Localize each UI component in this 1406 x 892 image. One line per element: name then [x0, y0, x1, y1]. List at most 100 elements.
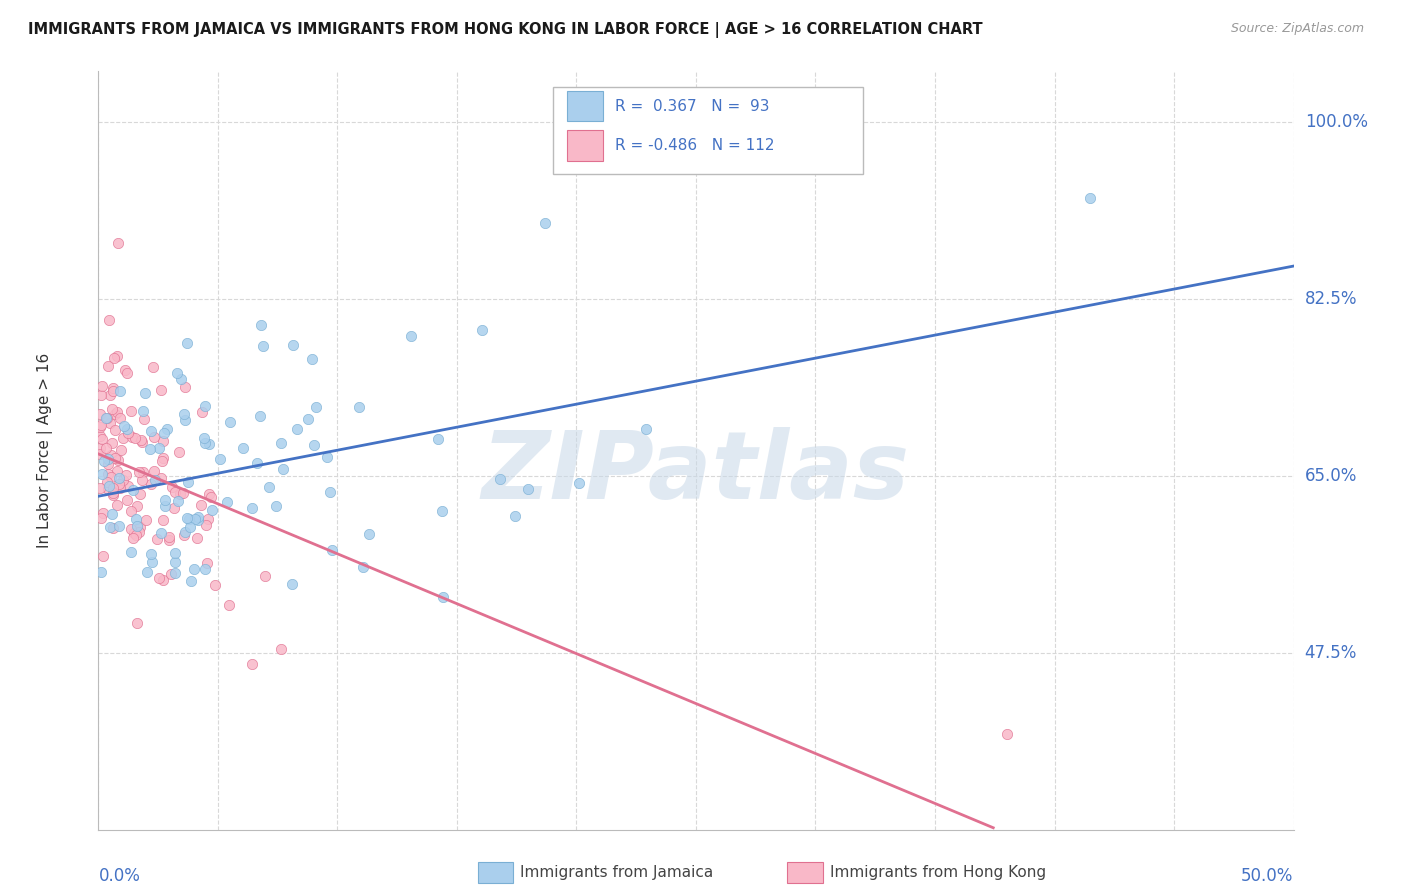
Point [315, 450, 337, 464]
Point [349, 401, 371, 415]
Point [149, 384, 172, 398]
Point [100, 448, 122, 462]
Point [131, 434, 153, 449]
Point [180, 574, 202, 588]
Point [138, 442, 160, 456]
Point [98, 416, 121, 430]
Point [128, 487, 150, 501]
Point [153, 493, 176, 508]
Point [163, 556, 186, 570]
Point [120, 503, 142, 517]
Point [246, 456, 269, 470]
Point [197, 512, 219, 526]
Point [195, 557, 218, 571]
Text: 100.0%: 100.0% [1305, 113, 1368, 131]
Point [120, 404, 142, 418]
Point [121, 430, 143, 444]
Point [97, 457, 120, 471]
Point [152, 513, 174, 527]
Point [93, 549, 115, 564]
Point [533, 216, 555, 230]
Point [146, 532, 169, 546]
Point [91, 467, 114, 482]
Point [159, 533, 181, 548]
Point [90, 511, 112, 525]
Point [176, 475, 198, 489]
Point [995, 726, 1018, 740]
Point [304, 400, 326, 414]
Point [186, 531, 208, 545]
Point [108, 481, 131, 495]
Point [271, 461, 294, 475]
Point [217, 494, 239, 508]
Point [471, 323, 494, 337]
Point [179, 520, 201, 534]
Point [117, 366, 139, 380]
Point [90, 432, 112, 446]
Point [160, 480, 183, 494]
Point [304, 438, 326, 452]
Point [218, 599, 240, 613]
Point [152, 425, 174, 440]
Point [156, 422, 179, 436]
Point [194, 436, 217, 450]
Point [150, 471, 173, 485]
Point [143, 473, 166, 487]
Point [136, 565, 159, 579]
Point [163, 501, 186, 516]
Point [115, 492, 138, 507]
Point [219, 415, 242, 429]
Point [96, 442, 118, 456]
Point [174, 413, 197, 427]
Point [198, 487, 221, 501]
Point [170, 372, 193, 386]
Point [204, 578, 226, 592]
Point [432, 590, 454, 604]
Point [190, 498, 212, 512]
Point [352, 560, 374, 574]
Text: IMMIGRANTS FROM JAMAICA VS IMMIGRANTS FROM HONG KONG IN LABOR FORCE | AGE > 16 C: IMMIGRANTS FROM JAMAICA VS IMMIGRANTS FR… [28, 22, 983, 38]
Point [141, 477, 163, 491]
Point [112, 418, 135, 433]
Point [201, 503, 224, 517]
Point [131, 473, 153, 487]
Point [142, 359, 165, 374]
Point [150, 454, 173, 468]
Point [91, 506, 114, 520]
Point [110, 443, 132, 458]
Point [187, 512, 209, 526]
Point [152, 434, 174, 448]
Text: 47.5%: 47.5% [1305, 644, 1357, 662]
Point [281, 338, 304, 352]
Point [128, 465, 150, 479]
Point [101, 402, 124, 417]
Point [98, 478, 121, 492]
Point [143, 429, 166, 443]
Point [107, 236, 129, 251]
Point [127, 615, 149, 630]
Point [132, 412, 155, 426]
Point [93, 454, 115, 468]
Point [98, 388, 121, 402]
Point [110, 411, 132, 425]
Point [101, 487, 124, 501]
Point [111, 473, 134, 487]
Point [165, 546, 187, 560]
Point [240, 657, 263, 671]
Point [97, 482, 120, 496]
Point [173, 524, 195, 539]
Point [183, 562, 205, 576]
Point [166, 366, 188, 380]
Point [167, 494, 190, 508]
Point [89, 447, 111, 461]
Point [100, 469, 122, 483]
Point [97, 452, 120, 467]
Point [115, 422, 138, 436]
Point [134, 386, 156, 401]
Point [169, 487, 191, 501]
Point [172, 486, 194, 500]
Point [187, 509, 209, 524]
Point [114, 363, 136, 377]
Point [148, 441, 170, 455]
Point [193, 399, 215, 413]
